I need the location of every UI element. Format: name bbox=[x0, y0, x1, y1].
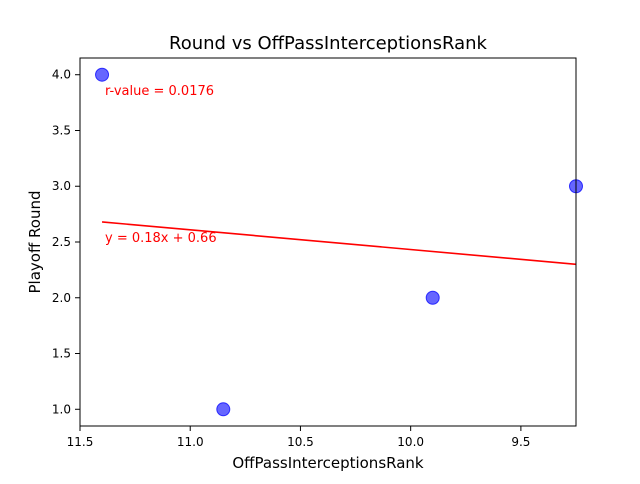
y-axis-label: Playoff Round bbox=[26, 190, 44, 293]
regression-line bbox=[101, 221, 577, 266]
regression-equation: y = 0.18x + 0.66 bbox=[105, 231, 217, 246]
chart-title: Round vs OffPassInterceptionsRank bbox=[169, 33, 487, 54]
data-point bbox=[425, 290, 440, 305]
x-axis-label: OffPassInterceptionsRank bbox=[232, 454, 424, 472]
y-tick-label: 1.0 bbox=[52, 402, 71, 416]
plot-area: 11.5 11.0 10.5 10.0 9.5 1.0 1.5 2.0 2.5 3.0 3.5 4.0… bbox=[52, 67, 583, 449]
x-tick-label: 11.5 bbox=[67, 435, 94, 449]
y-tick-label: 3.5 bbox=[52, 123, 71, 137]
y-tick-label: 2.0 bbox=[52, 291, 71, 305]
x-tick-label: 10.5 bbox=[287, 435, 314, 449]
y-tick-label: 3.0 bbox=[52, 179, 71, 193]
r-value-annotation: r-value = 0.0176 bbox=[105, 84, 214, 99]
data-point bbox=[95, 67, 110, 82]
data-point bbox=[216, 402, 231, 417]
plot-frame bbox=[79, 57, 577, 427]
x-tick-label: 9.5 bbox=[511, 435, 530, 449]
y-tick-label: 1.5 bbox=[52, 347, 71, 361]
x-tick-label: 11.0 bbox=[177, 435, 204, 449]
x-tick-label: 10.0 bbox=[397, 435, 424, 449]
y-tick-label: 4.0 bbox=[52, 68, 71, 82]
y-tick-label: 2.5 bbox=[52, 235, 71, 249]
